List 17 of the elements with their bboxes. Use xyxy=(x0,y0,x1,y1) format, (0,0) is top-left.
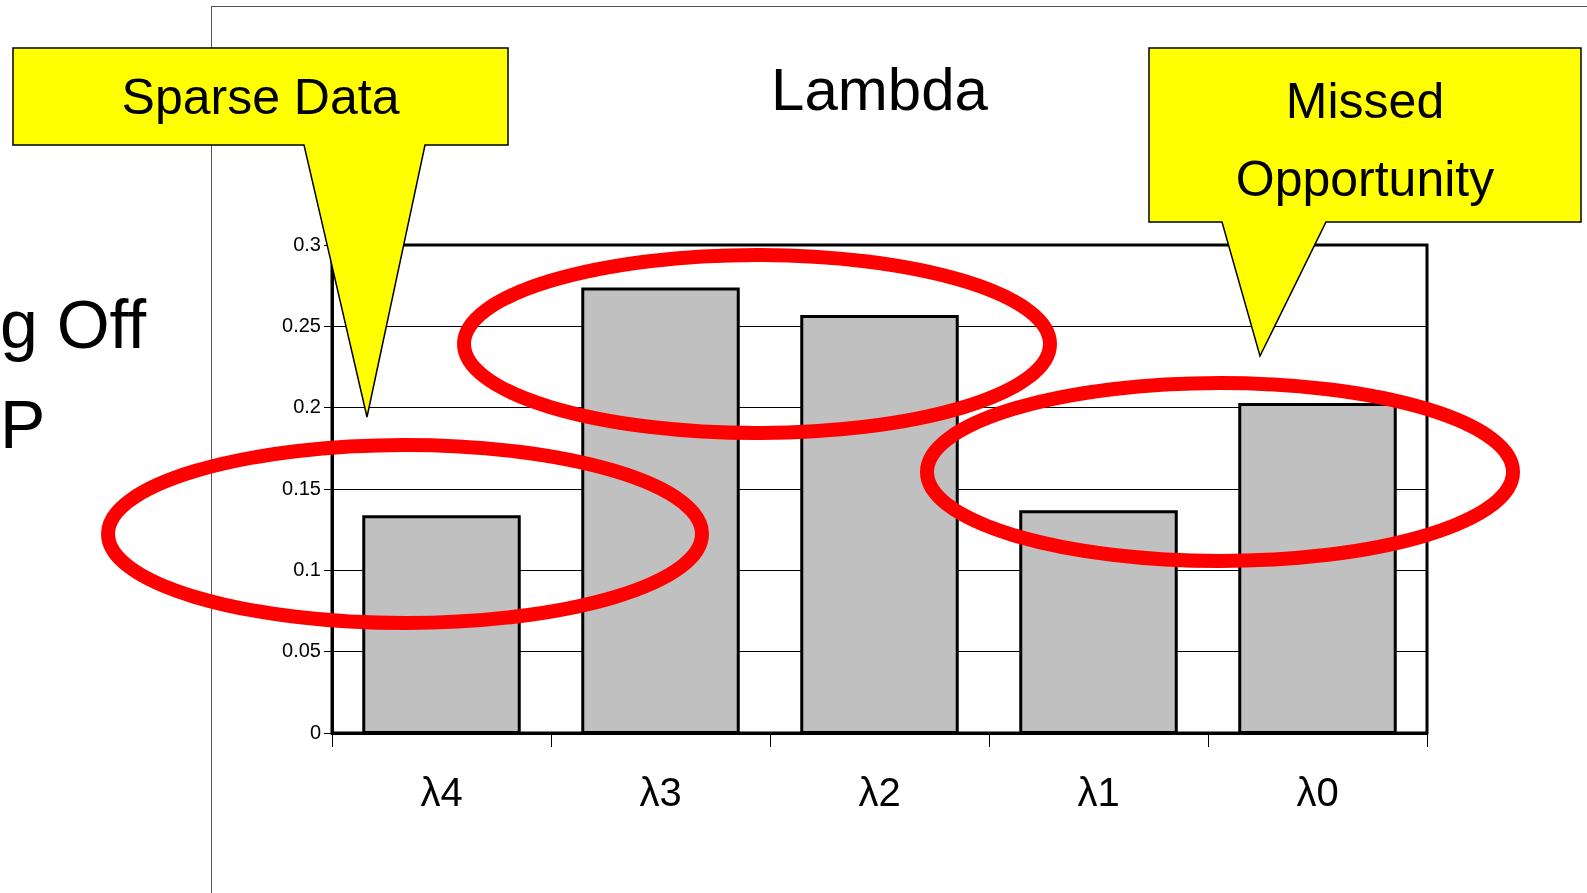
text: Sparse Data xyxy=(120,68,401,127)
y-tick-label: 0.25 xyxy=(282,313,321,336)
text: Missed Opportunity xyxy=(1234,72,1496,209)
y-tick-label: 0.05 xyxy=(282,639,321,662)
y-tick-label: 0 xyxy=(309,720,321,743)
x-tick-label: λ0 xyxy=(1296,770,1339,815)
y-tick-label: 0.2 xyxy=(293,395,321,418)
text: P xyxy=(0,385,46,463)
y-tick-label: 0.15 xyxy=(282,476,321,499)
chart-title: Lambda xyxy=(771,55,989,123)
text: g Off xyxy=(0,285,147,363)
y-tick-label: 0.1 xyxy=(293,557,321,580)
x-tick-label: λ2 xyxy=(858,770,901,815)
y-tick-label: 0.3 xyxy=(293,232,321,255)
x-tick-label: λ3 xyxy=(639,770,682,815)
x-tick-label: λ4 xyxy=(420,770,463,815)
x-tick-label: λ1 xyxy=(1077,770,1120,815)
